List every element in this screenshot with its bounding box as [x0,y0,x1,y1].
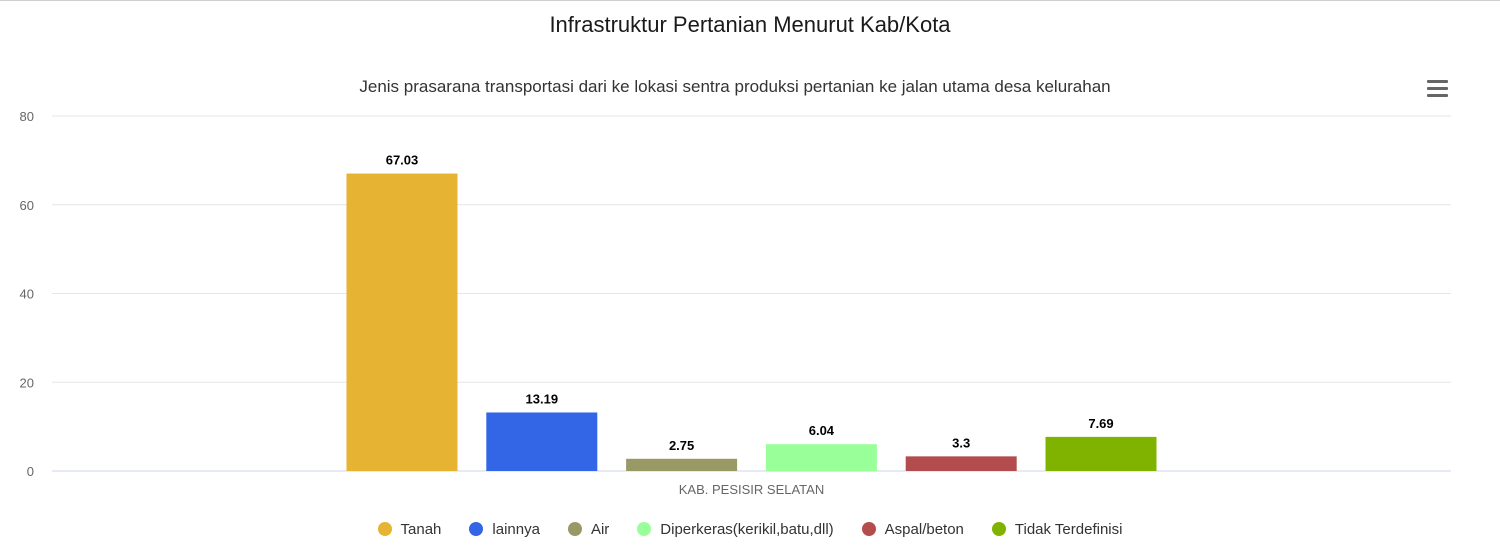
legend-marker [861,522,876,536]
chart-title: Infrastruktur Pertanian Menurut Kab/Kota [549,12,951,37]
legend-label: Tanah [400,520,442,538]
y-tick-label: 40 [20,287,34,302]
chart-legend: Tanah lainnya Air Diperkeras(kerikil,batu,d… [0,518,1500,540]
bar-data-label: 67.03 [386,153,419,168]
legend-label: lainnya [492,520,540,538]
legend-marker [991,522,1006,536]
legend-label: Tidak Terdefinisi [1014,520,1123,538]
legend-marker [567,522,582,536]
y-tick-label: 80 [20,109,34,124]
bar-air[interactable] [626,458,738,471]
chart-subtitle: Jenis prasarana transportasi dari ke lok… [359,77,1111,96]
bar-data-label: 6.04 [809,423,835,438]
legend-item[interactable]: Tidak Terdefinisi [991,520,1123,538]
bar-lainnya[interactable] [486,412,598,471]
bar-data-label: 13.19 [526,391,559,406]
legend-item[interactable]: Tanah [377,520,442,538]
bar-data-label: 3.3 [952,435,970,450]
bar-data-label: 7.69 [1088,416,1113,431]
y-tick-label: 60 [20,198,34,213]
x-category-label: KAB. PESISIR SELATAN [679,482,824,497]
legend-marker [469,522,484,536]
bar-data-label: 2.75 [669,438,694,453]
hamburger-menu-icon[interactable] [1424,80,1452,102]
legend-label: Air [590,520,610,538]
legend-label: Aspal/beton [884,520,964,538]
legend-item[interactable]: Diperkeras(kerikil,batu,dll) [637,520,834,538]
legend-item[interactable]: lainnya [469,521,540,538]
bar-diperkeras-kerikil-batu-dll[interactable] [765,444,877,471]
legend-marker [637,522,652,536]
y-tick-label: 0 [27,464,34,479]
bar-tanah[interactable] [346,173,458,471]
bar-tidak-terdefinisi[interactable] [1045,436,1157,471]
top-border [0,0,1500,1]
y-tick-label: 20 [20,375,34,390]
legend-label: Diperkeras(kerikil,batu,dll) [660,520,834,538]
legend-marker [377,522,392,536]
legend-item[interactable]: Aspal/beton [861,520,964,538]
bar-aspal-beton[interactable] [905,456,1017,471]
legend-item[interactable]: Air [567,520,610,538]
